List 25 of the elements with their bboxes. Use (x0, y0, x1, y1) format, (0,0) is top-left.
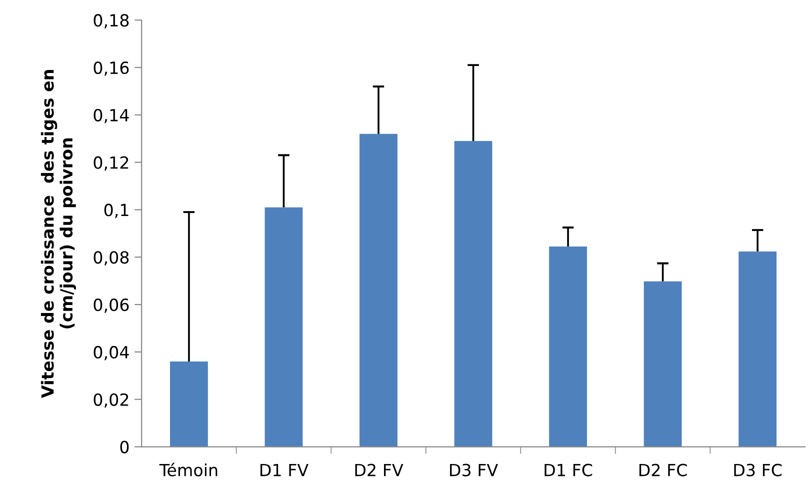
y-tick-label: 0,18 (94, 14, 129, 28)
bar (264, 207, 303, 447)
bar (454, 140, 492, 447)
x-tick-label: Témoin (159, 462, 218, 476)
y-tick-label: 0 (120, 440, 129, 454)
bar (549, 246, 587, 447)
y-tick-label: 0,16 (94, 61, 129, 76)
x-tick-label: D3 FC (734, 464, 782, 476)
bar (360, 134, 398, 447)
bar (644, 281, 682, 447)
y-tick-label: 0,06 (94, 298, 129, 313)
bar (170, 361, 208, 447)
x-tick-label: D2 FV (355, 464, 404, 476)
x-tick-label: D1 FV (260, 464, 308, 476)
x-tick-label: D2 FC (639, 464, 687, 476)
y-tick-label: 0,14 (94, 108, 129, 124)
y-tick-label: 0,12 (94, 156, 128, 171)
y-tick-label: 0,08 (94, 251, 129, 266)
y-tick-label: 0,02 (94, 393, 128, 408)
y-tick-label: 0,04 (94, 346, 129, 360)
bar (738, 251, 777, 447)
y-tick-label: 0,1 (104, 204, 128, 218)
x-tick-label: D3 FV (450, 464, 498, 476)
y-axis-title: Vitesse de croissance des tiges en (cm/jour) du poivron (40, 70, 76, 398)
x-tick-label: D1 FC (544, 464, 592, 476)
